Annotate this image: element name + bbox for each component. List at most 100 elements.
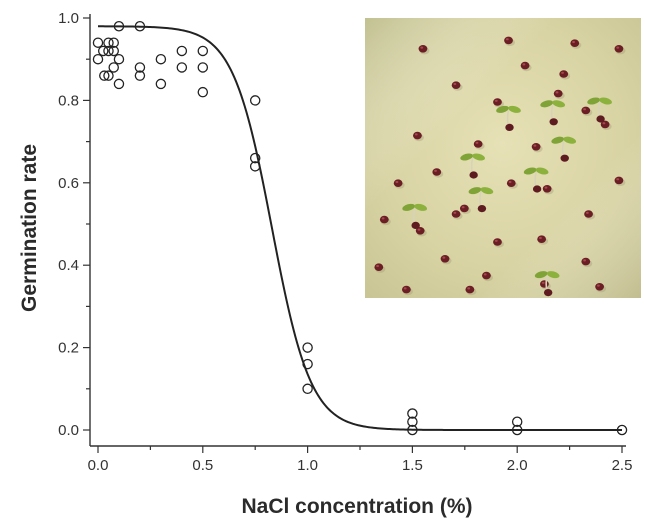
seed-icon	[465, 285, 475, 294]
seed-icon	[532, 185, 542, 193]
data-point	[249, 95, 261, 106]
seed-highlight	[414, 133, 418, 136]
seed-icon	[560, 154, 569, 162]
seed-icon	[504, 36, 513, 45]
data-point	[407, 416, 418, 428]
data-point	[108, 45, 119, 57]
data-point	[511, 416, 523, 428]
seed-icon	[418, 45, 428, 53]
seed-highlight	[561, 71, 564, 74]
y-tick-label: 0.8	[58, 92, 79, 109]
data-point	[155, 53, 167, 65]
seed-icon	[542, 185, 552, 193]
sprout-leaf-icon	[402, 203, 416, 211]
seedling-photo-inset	[365, 18, 641, 298]
seed-highlight	[544, 186, 548, 189]
data-point	[302, 383, 313, 395]
data-point	[197, 86, 209, 98]
seed-highlight	[585, 211, 589, 214]
seed-icon	[540, 280, 549, 288]
seed-highlight	[533, 144, 537, 147]
seed-highlight	[483, 273, 487, 276]
sprout-leaf-icon	[587, 97, 600, 105]
seed-icon	[451, 210, 461, 218]
seed-highlight	[475, 141, 479, 144]
seed-icon	[543, 289, 553, 297]
inset-seedlings	[374, 36, 626, 297]
x-tick-label: 2.0	[507, 457, 528, 474]
seed-icon	[584, 210, 593, 218]
seed-highlight	[541, 281, 545, 284]
data-point	[249, 152, 261, 164]
seed-icon	[411, 221, 420, 229]
seed-icon	[559, 70, 569, 78]
data-point	[407, 408, 418, 419]
data-point	[108, 37, 119, 48]
seed-highlight	[395, 180, 399, 184]
data-point	[302, 342, 313, 353]
seed-icon	[549, 118, 558, 126]
seed-highlight	[616, 178, 620, 181]
seed-icon	[505, 123, 514, 131]
data-point	[511, 424, 523, 436]
x-tick-label: 1.5	[402, 457, 423, 474]
x-tick-label: 1.0	[297, 457, 318, 474]
seed-icon	[493, 238, 502, 246]
sprout-leaf-icon	[460, 153, 473, 161]
seed-highlight	[602, 122, 606, 125]
seed-highlight	[453, 82, 457, 86]
fit-curve	[97, 25, 622, 431]
sprout-leaf-icon	[535, 167, 549, 175]
sprout-leaf-icon	[480, 187, 494, 195]
seed-highlight	[572, 40, 575, 44]
seed-highlight	[522, 63, 526, 66]
data-points	[92, 20, 628, 436]
y-tick-label: 1.0	[58, 10, 79, 27]
data-point	[113, 53, 125, 65]
seed-highlight	[539, 236, 542, 240]
sprout-leaf-icon	[472, 153, 485, 161]
data-point	[99, 70, 110, 81]
seed-icon	[459, 204, 469, 213]
seed-highlight	[508, 180, 512, 184]
data-point	[616, 424, 628, 436]
x-tick-label: 0.0	[88, 457, 109, 474]
seed-highlight	[376, 264, 379, 268]
data-point	[103, 45, 114, 57]
seed-icon	[482, 271, 491, 280]
seed-icon	[451, 81, 461, 89]
data-point	[249, 161, 261, 172]
seed-highlight	[583, 259, 586, 262]
seed-highlight	[555, 91, 559, 94]
x-tick-label: 0.5	[192, 457, 213, 474]
seed-highlight	[505, 38, 509, 41]
seed-highlight	[494, 239, 498, 242]
seed-highlight	[420, 46, 424, 49]
x-axis-title: NaCl concentration (%)	[241, 495, 472, 518]
sprout-leaf-icon	[599, 97, 612, 105]
sprout-leaf-icon	[551, 136, 565, 144]
seed-icon	[393, 179, 403, 187]
seed-icon	[469, 171, 478, 179]
sprout-leaf-icon	[534, 271, 548, 279]
seed-icon	[595, 283, 604, 291]
seed-icon	[432, 168, 442, 176]
data-point	[134, 20, 146, 32]
data-point	[92, 37, 104, 48]
x-axis-ticks: 0.0 0.5 1.0 1.5 2.0 2.5	[88, 446, 632, 474]
y-tick-label: 0.4	[58, 257, 79, 274]
seed-icon	[413, 131, 422, 140]
seed-highlight	[403, 287, 407, 290]
seed-icon	[473, 140, 483, 148]
inset-shading	[365, 18, 641, 298]
sprout-leaf-icon	[496, 105, 509, 113]
data-point	[197, 45, 209, 57]
sprout-leaf-icon	[563, 136, 577, 144]
y-axis-ticks: 0.0 0.2 0.4 0.6 0.8 1.0	[58, 10, 90, 439]
data-point	[108, 62, 119, 73]
seed-highlight	[467, 287, 471, 290]
seed-icon	[374, 263, 384, 272]
seed-icon	[379, 215, 389, 224]
seed-highlight	[381, 217, 385, 220]
